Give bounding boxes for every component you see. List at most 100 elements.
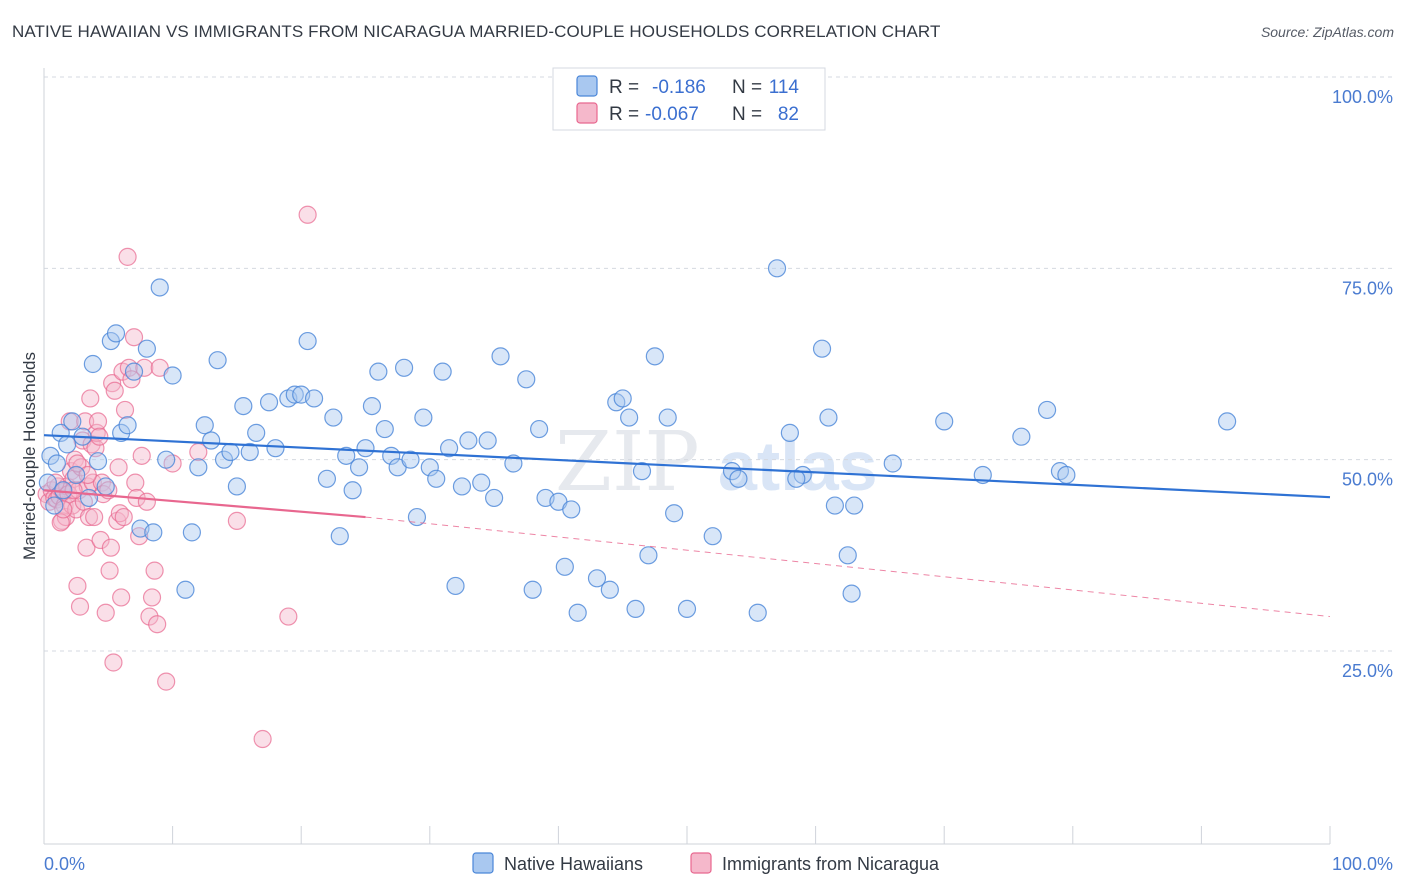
point-hawaiian-52 [369,362,388,381]
legend-bottom-swatch-blue [472,852,494,874]
point-hawaiian-26 [182,523,201,542]
point-hawaiian-109 [1037,400,1057,420]
watermark: ZIP atlas [555,415,878,510]
x-tick-label-min: 0.0% [44,854,85,874]
point-hawaiian-20 [137,339,156,358]
point-nicaragua-71 [253,729,272,749]
point-hawaiian-96 [767,259,787,278]
legend-n-label-2: N = [732,104,762,125]
point-hawaiian-27 [189,458,208,477]
point-hawaiian-95 [748,603,767,622]
point-nicaragua-60 [135,358,154,377]
point-hawaiian-3 [47,454,66,473]
point-nicaragua-55 [124,328,144,347]
point-hawaiian-48 [343,481,362,500]
point-hawaiian-36 [247,423,266,442]
legend-r-value-1: -0.186 [652,77,706,98]
y-tick-label-100: 100.0% [1332,87,1393,107]
legend-n-value-2: 82 [778,104,799,125]
point-hawaiian-13 [96,477,115,496]
point-hawaiian-53 [375,419,394,439]
point-hawaiian-11 [83,354,102,374]
watermark-atlas: atlas [718,427,878,505]
point-nicaragua-25 [76,412,95,431]
point-hawaiian-71 [504,454,523,473]
legend-n-label-1: N = [732,77,762,98]
point-hawaiian-97 [780,423,799,442]
chart-source: Source: ZipAtlas.com [1260,24,1394,40]
point-hawaiian-28 [195,416,214,435]
point-hawaiian-38 [266,439,285,458]
point-hawaiian-18 [124,362,144,381]
point-hawaiian-63 [439,439,459,458]
point-hawaiian-105 [883,454,902,473]
point-hawaiian-49 [349,458,369,477]
point-hawaiian-2 [45,496,64,515]
point-hawaiian-69 [485,488,504,508]
point-hawaiian-5 [54,481,73,500]
point-nicaragua-19 [68,576,87,596]
point-hawaiian-89 [658,408,677,427]
point-nicaragua-59 [132,446,151,465]
point-hawaiian-90 [665,504,684,523]
y-tick-label-25: 25.0% [1342,661,1393,681]
point-hawaiian-72 [517,370,536,389]
point-hawaiian-73 [523,580,542,599]
point-hawaiian-91 [677,599,697,619]
point-nicaragua-21 [70,597,90,616]
y-tick-labels: 25.0% 50.0% 75.0% 100.0% [1332,87,1393,681]
point-nicaragua-80 [54,500,73,519]
point-nicaragua-45 [105,381,124,400]
y-axis-title: Married-couple Households [20,352,39,560]
point-hawaiian-59 [414,408,433,427]
point-hawaiian-47 [337,446,356,465]
legend-r-value-2: -0.067 [645,104,699,125]
point-hawaiian-35 [240,442,259,462]
point-hawaiian-68 [478,431,497,450]
point-hawaiian-62 [433,362,452,381]
point-hawaiian-43 [304,389,324,408]
y-tick-label-75: 75.0% [1342,278,1393,298]
point-nicaragua-29 [81,389,100,408]
point-hawaiian-108 [1012,427,1031,446]
point-nicaragua-63 [142,588,162,607]
point-nicaragua-26 [77,538,96,557]
point-hawaiian-24 [163,366,182,385]
point-hawaiian-94 [729,469,748,488]
point-hawaiian-92 [703,527,722,546]
point-hawaiian-112 [1057,465,1076,485]
point-nicaragua-47 [109,458,128,477]
point-nicaragua-67 [157,672,176,691]
point-hawaiian-42 [298,331,317,351]
point-hawaiian-85 [626,599,645,619]
legend-swatch-pink [576,102,598,124]
point-hawaiian-57 [401,450,420,469]
trend-line-nicaragua-extension [365,516,1331,618]
point-hawaiian-6 [58,435,77,454]
legend-n-value-1: 114 [769,77,800,98]
point-nicaragua-70 [227,511,246,530]
point-hawaiian-81 [600,580,619,599]
point-hawaiian-66 [459,431,478,450]
point-nicaragua-62 [140,607,159,626]
point-hawaiian-50 [356,439,375,458]
point-hawaiian-80 [587,569,607,588]
point-hawaiian-79 [568,603,587,622]
point-hawaiian-46 [330,527,349,546]
point-nicaragua-75 [68,454,87,473]
point-hawaiian-29 [202,431,221,450]
grid-lines [44,76,1393,652]
point-nicaragua-58 [130,527,149,546]
point-nicaragua-73 [298,205,317,224]
point-hawaiian-84 [620,408,639,427]
point-nicaragua-52 [118,247,137,266]
point-hawaiian-70 [491,347,510,366]
point-hawaiian-0 [38,473,57,492]
legend-swatch-blue [576,75,598,97]
point-hawaiian-86 [632,462,652,481]
point-hawaiian-104 [845,496,864,515]
point-hawaiian-60 [420,458,439,477]
point-hawaiian-61 [427,469,446,488]
point-hawaiian-77 [555,557,574,576]
